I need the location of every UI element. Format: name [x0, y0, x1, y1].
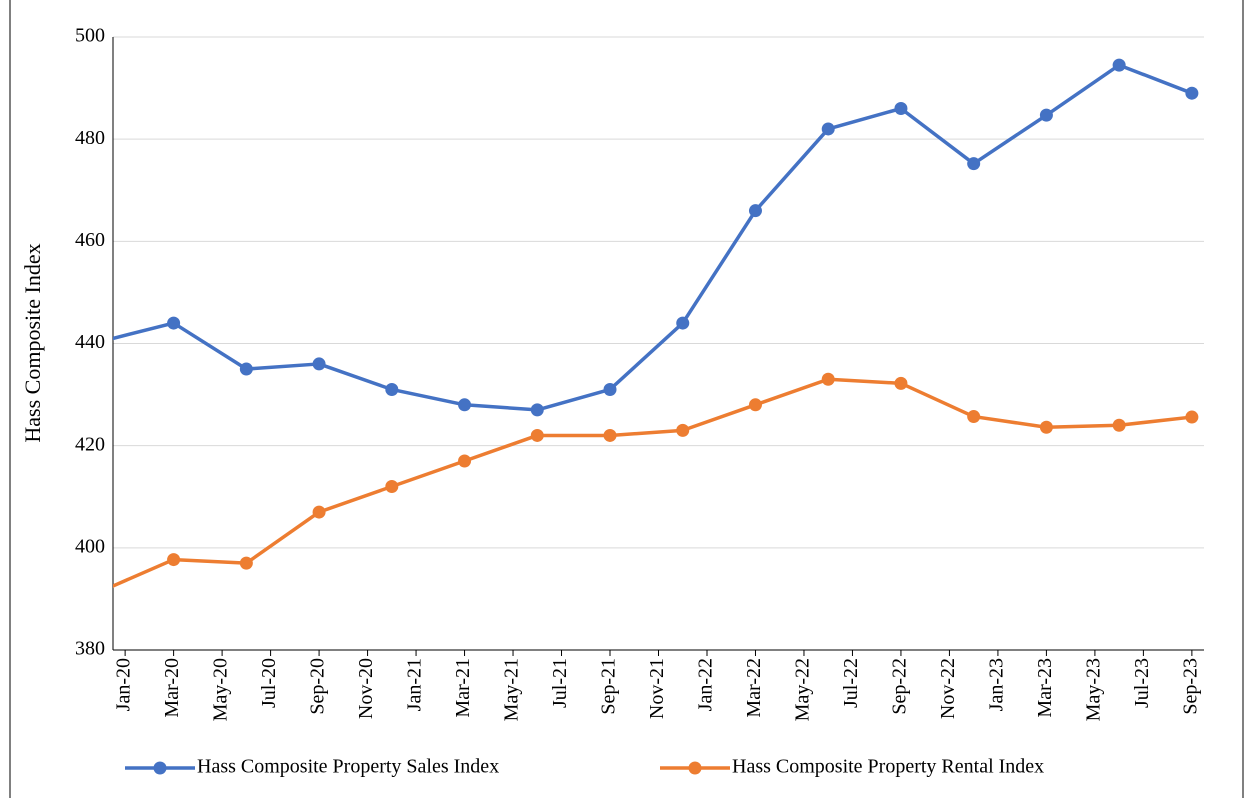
x-tick-label: May-23 — [1082, 658, 1104, 721]
x-tick-label: Sep-23 — [1179, 658, 1201, 715]
x-tick-label: Jan-20 — [113, 658, 135, 711]
x-tick-label: Sep-21 — [598, 658, 620, 715]
marker — [676, 423, 690, 437]
y-tick-label: 400 — [75, 535, 105, 557]
marker — [458, 454, 472, 468]
x-tick-label: Nov-21 — [646, 658, 668, 719]
marker — [239, 556, 253, 570]
x-tick-label: Mar-21 — [452, 658, 474, 718]
marker — [967, 410, 981, 424]
marker — [603, 382, 617, 396]
plot-area — [94, 58, 1199, 598]
x-tick-label: Nov-20 — [355, 658, 377, 719]
marker — [239, 362, 253, 376]
marker — [530, 403, 544, 417]
marker — [167, 316, 181, 330]
y-tick-label: 500 — [75, 25, 105, 47]
marker — [967, 157, 981, 171]
marker — [894, 376, 908, 390]
marker — [312, 505, 326, 519]
y-tick-label: 460 — [75, 229, 105, 251]
marker — [894, 102, 908, 116]
marker — [94, 585, 107, 598]
x-tick-label: May-20 — [210, 658, 232, 721]
y-axis-title: Hass Composite Index — [20, 243, 45, 442]
marker — [1112, 58, 1126, 72]
y-tick-label: 440 — [75, 331, 105, 353]
legend-label: Hass Composite Property Sales Index — [197, 756, 499, 778]
marker — [1039, 420, 1053, 434]
x-tick-label: Jul-22 — [840, 658, 862, 708]
x-tick-label: May-21 — [501, 658, 523, 721]
marker — [385, 382, 399, 396]
x-tick-label: Jan-23 — [986, 658, 1008, 711]
line — [113, 377, 1193, 588]
marker — [1039, 108, 1053, 122]
marker — [1185, 86, 1199, 100]
legend-label: Hass Composite Property Rental Index — [732, 756, 1044, 778]
x-tick-label: Nov-22 — [937, 658, 959, 719]
marker — [1185, 410, 1199, 424]
x-tick-label: Mar-20 — [161, 658, 183, 718]
marker — [312, 357, 326, 371]
legend-marker — [153, 761, 167, 775]
x-tick-label: Jul-21 — [549, 658, 571, 708]
marker — [821, 372, 835, 386]
marker — [821, 122, 835, 136]
x-tick-label: Mar-23 — [1034, 658, 1056, 718]
x-tick-label: Jul-20 — [258, 658, 280, 708]
y-tick-label: 420 — [75, 433, 105, 455]
y-tick-label: 380 — [75, 638, 105, 660]
x-tick-label: Jan-22 — [695, 658, 717, 711]
marker — [530, 428, 544, 442]
marker — [748, 398, 762, 412]
marker — [1112, 418, 1126, 432]
x-tick-label: Jul-23 — [1131, 658, 1153, 708]
x-tick-label: Mar-22 — [743, 658, 765, 718]
line — [113, 63, 1193, 412]
x-tick-label: May-22 — [792, 658, 814, 721]
marker — [676, 316, 690, 330]
x-tick-label: Sep-22 — [889, 658, 911, 715]
y-tick-label: 480 — [75, 127, 105, 149]
x-tick-label: Jan-21 — [404, 658, 426, 711]
marker — [385, 480, 399, 494]
marker — [603, 428, 617, 442]
legend-marker — [688, 761, 702, 775]
marker — [748, 204, 762, 218]
marker — [167, 553, 181, 567]
x-tick-label: Sep-20 — [307, 658, 329, 715]
marker — [458, 398, 472, 412]
